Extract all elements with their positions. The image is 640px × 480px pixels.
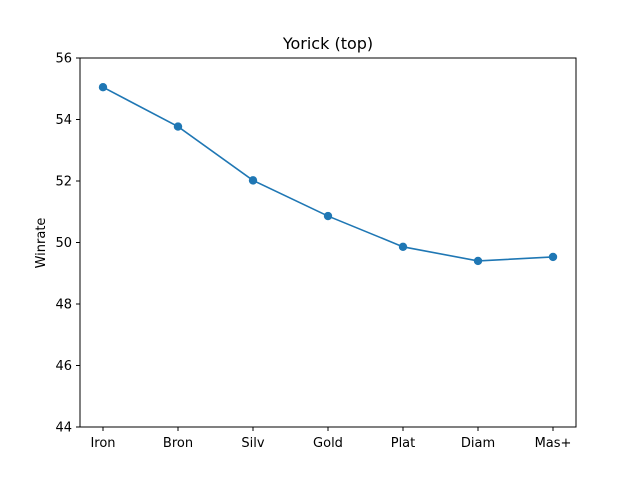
data-point	[398, 242, 408, 252]
data-point	[323, 211, 333, 221]
x-tick-label: Silv	[241, 436, 264, 451]
data-point	[473, 256, 483, 266]
x-tick-label: Mas+	[535, 436, 572, 451]
y-tick-label: 50	[55, 236, 72, 251]
data-point	[248, 176, 258, 185]
x-tick-label: Diam	[461, 436, 495, 451]
y-tick-label: 48	[55, 298, 72, 313]
y-axis-label: Winrate	[34, 218, 49, 269]
y-tick-label: 56	[55, 52, 72, 67]
data-point	[173, 122, 183, 131]
x-tick-label: Iron	[90, 436, 115, 451]
x-tick-label: Bron	[163, 436, 193, 451]
y-tick-label: 46	[55, 359, 72, 374]
y-tick-label: 52	[55, 175, 72, 190]
data-point	[548, 252, 558, 262]
data-point	[98, 83, 108, 92]
x-tick-label: Plat	[391, 436, 416, 451]
plot-area: 44 46 48 50 52 54 56 Iron Bron Silv Gold Plat Diam Ma…	[55, 52, 577, 451]
chart-title: Yorick (top)	[282, 34, 373, 53]
y-tick-label: 54	[55, 113, 72, 128]
axes-frame	[79, 57, 577, 428]
y-tick-label: 44	[55, 421, 72, 436]
x-tick-label: Gold	[313, 436, 343, 451]
